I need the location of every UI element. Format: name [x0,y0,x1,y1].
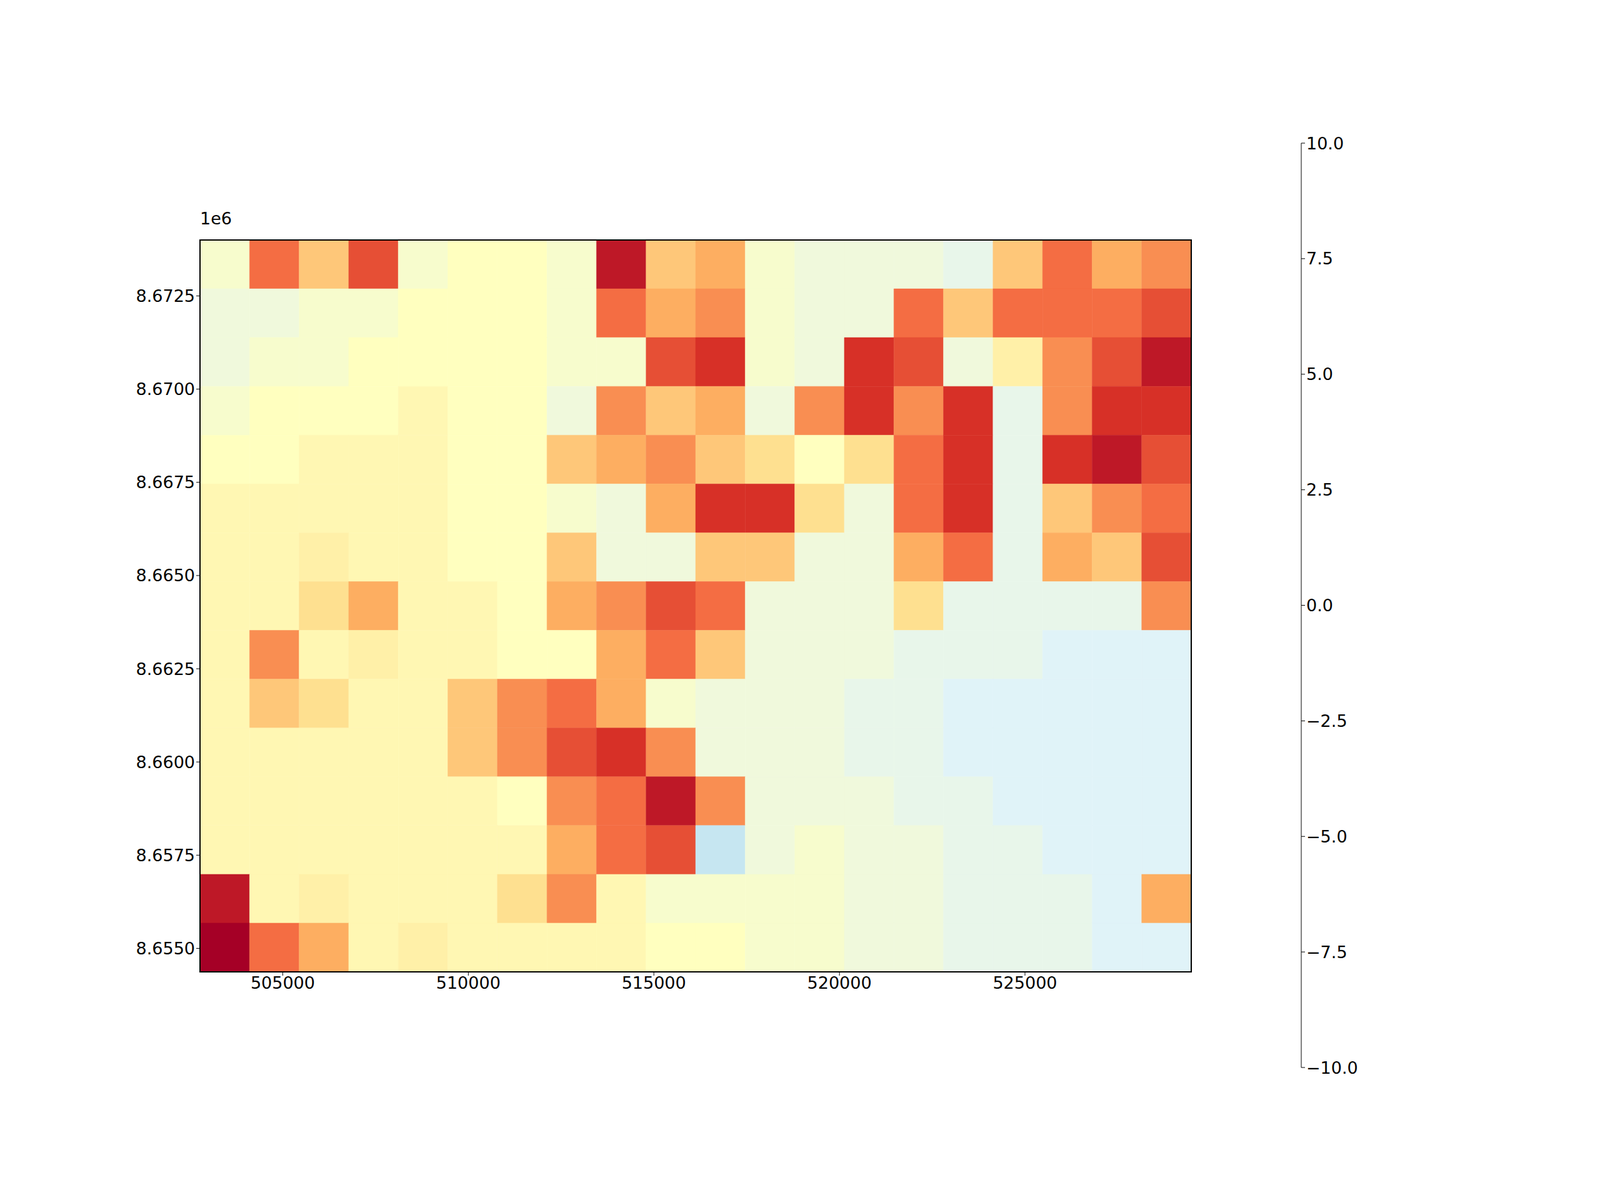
svg-text:525000: 525000 [992,973,1057,993]
svg-text:10.0: 10.0 [1306,133,1344,154]
svg-text:8.6600: 8.6600 [136,752,195,772]
svg-text:520000: 520000 [807,973,872,993]
svg-text:8.6625: 8.6625 [136,659,195,679]
html-text:1e6: 1e6 [200,208,232,229]
svg-text:−10.0: −10.0 [1306,1058,1359,1078]
svg-text:8.6650: 8.6650 [136,565,195,585]
svg-text:−2.5: −2.5 [1306,711,1348,731]
svg-text:7.5: 7.5 [1306,248,1334,269]
svg-text:505000: 505000 [250,973,315,993]
svg-text:0.0: 0.0 [1306,595,1334,615]
svg-text:8.6675: 8.6675 [136,472,195,492]
svg-text:2.5: 2.5 [1306,480,1334,500]
svg-text:−7.5: −7.5 [1306,942,1348,962]
svg-text:8.6725: 8.6725 [136,286,195,306]
svg-text:8.6700: 8.6700 [136,379,195,399]
svg-text:510000: 510000 [436,973,501,993]
svg-text:8.6550: 8.6550 [136,938,195,959]
svg-text:8.6575: 8.6575 [136,845,195,865]
svg-text:5.0: 5.0 [1306,364,1334,384]
svg-text:−5.0: −5.0 [1306,826,1348,847]
svg-text:515000: 515000 [621,973,687,993]
